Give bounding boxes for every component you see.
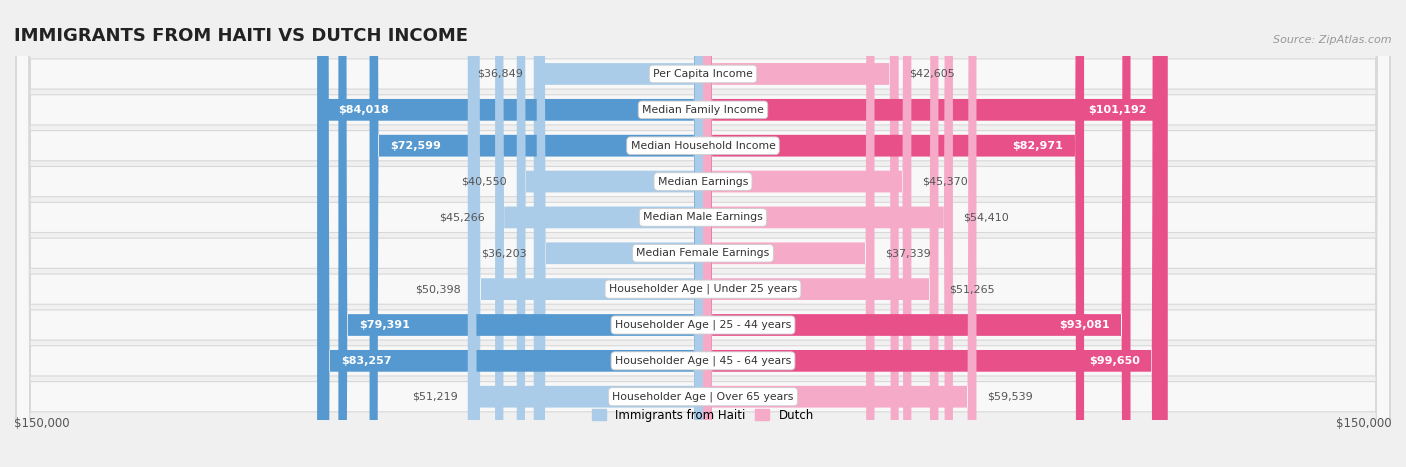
Text: Median Earnings: Median Earnings bbox=[658, 177, 748, 186]
Text: Median Household Income: Median Household Income bbox=[630, 141, 776, 151]
FancyBboxPatch shape bbox=[17, 0, 1389, 467]
FancyBboxPatch shape bbox=[703, 0, 1161, 467]
FancyBboxPatch shape bbox=[17, 0, 1389, 467]
Text: $83,257: $83,257 bbox=[342, 356, 392, 366]
FancyBboxPatch shape bbox=[17, 0, 1389, 467]
Text: $51,219: $51,219 bbox=[412, 392, 457, 402]
Text: $150,000: $150,000 bbox=[1336, 417, 1392, 431]
Text: Median Male Earnings: Median Male Earnings bbox=[643, 212, 763, 222]
Text: IMMIGRANTS FROM HAITI VS DUTCH INCOME: IMMIGRANTS FROM HAITI VS DUTCH INCOME bbox=[14, 27, 468, 45]
Text: $82,971: $82,971 bbox=[1012, 141, 1063, 151]
Text: $59,539: $59,539 bbox=[987, 392, 1032, 402]
FancyBboxPatch shape bbox=[537, 0, 703, 467]
Legend: Immigrants from Haiti, Dutch: Immigrants from Haiti, Dutch bbox=[592, 409, 814, 422]
FancyBboxPatch shape bbox=[370, 0, 703, 467]
FancyBboxPatch shape bbox=[17, 0, 1389, 467]
Text: Per Capita Income: Per Capita Income bbox=[652, 69, 754, 79]
Text: Source: ZipAtlas.com: Source: ZipAtlas.com bbox=[1274, 35, 1392, 45]
FancyBboxPatch shape bbox=[17, 0, 1389, 467]
FancyBboxPatch shape bbox=[703, 0, 938, 467]
FancyBboxPatch shape bbox=[339, 0, 703, 467]
Text: $45,266: $45,266 bbox=[439, 212, 485, 222]
Text: $54,410: $54,410 bbox=[963, 212, 1010, 222]
FancyBboxPatch shape bbox=[471, 0, 703, 467]
FancyBboxPatch shape bbox=[17, 0, 1389, 467]
FancyBboxPatch shape bbox=[321, 0, 703, 467]
Text: $150,000: $150,000 bbox=[14, 417, 70, 431]
Text: Householder Age | 25 - 44 years: Householder Age | 25 - 44 years bbox=[614, 320, 792, 330]
FancyBboxPatch shape bbox=[17, 0, 1389, 467]
Text: $42,605: $42,605 bbox=[910, 69, 955, 79]
Text: Householder Age | Over 65 years: Householder Age | Over 65 years bbox=[612, 391, 794, 402]
Text: $99,650: $99,650 bbox=[1090, 356, 1140, 366]
Text: $45,370: $45,370 bbox=[922, 177, 967, 186]
FancyBboxPatch shape bbox=[703, 0, 976, 467]
Text: Median Female Earnings: Median Female Earnings bbox=[637, 248, 769, 258]
FancyBboxPatch shape bbox=[318, 0, 703, 467]
Text: $93,081: $93,081 bbox=[1059, 320, 1109, 330]
Text: $50,398: $50,398 bbox=[415, 284, 461, 294]
FancyBboxPatch shape bbox=[703, 0, 898, 467]
FancyBboxPatch shape bbox=[517, 0, 703, 467]
FancyBboxPatch shape bbox=[703, 0, 911, 467]
FancyBboxPatch shape bbox=[495, 0, 703, 467]
FancyBboxPatch shape bbox=[17, 0, 1389, 467]
FancyBboxPatch shape bbox=[17, 0, 1389, 467]
Text: $72,599: $72,599 bbox=[391, 141, 441, 151]
FancyBboxPatch shape bbox=[703, 0, 1168, 467]
Text: $51,265: $51,265 bbox=[949, 284, 994, 294]
FancyBboxPatch shape bbox=[17, 0, 1389, 467]
FancyBboxPatch shape bbox=[703, 0, 875, 467]
Text: $40,550: $40,550 bbox=[461, 177, 506, 186]
Text: $101,192: $101,192 bbox=[1088, 105, 1147, 115]
FancyBboxPatch shape bbox=[703, 0, 1130, 467]
Text: Householder Age | 45 - 64 years: Householder Age | 45 - 64 years bbox=[614, 355, 792, 366]
Text: Householder Age | Under 25 years: Householder Age | Under 25 years bbox=[609, 284, 797, 294]
Text: $36,203: $36,203 bbox=[481, 248, 526, 258]
Text: Median Family Income: Median Family Income bbox=[643, 105, 763, 115]
FancyBboxPatch shape bbox=[703, 0, 953, 467]
FancyBboxPatch shape bbox=[468, 0, 703, 467]
FancyBboxPatch shape bbox=[534, 0, 703, 467]
FancyBboxPatch shape bbox=[703, 0, 1084, 467]
Text: $79,391: $79,391 bbox=[359, 320, 411, 330]
Text: $37,339: $37,339 bbox=[884, 248, 931, 258]
Text: $84,018: $84,018 bbox=[337, 105, 388, 115]
Text: $36,849: $36,849 bbox=[478, 69, 523, 79]
